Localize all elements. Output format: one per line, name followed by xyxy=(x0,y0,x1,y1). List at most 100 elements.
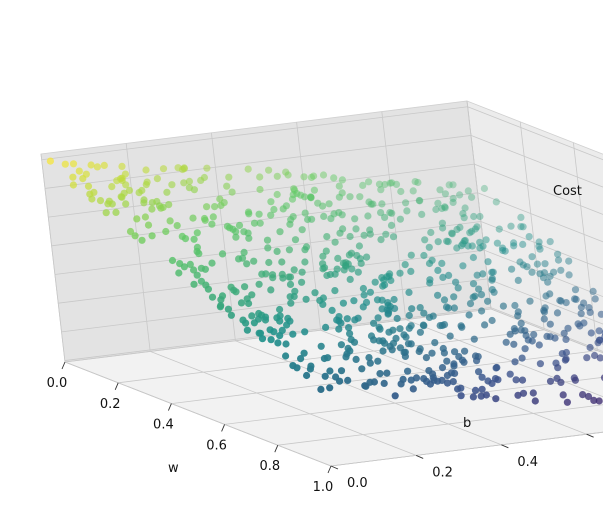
data-point-449 xyxy=(84,182,93,190)
data-point-760 xyxy=(407,376,415,384)
data-point-640 xyxy=(241,283,249,291)
data-point-690 xyxy=(514,391,522,399)
data-point-577 xyxy=(339,299,347,307)
data-point-261 xyxy=(452,278,460,286)
data-point-179 xyxy=(577,303,586,311)
data-point-745 xyxy=(289,330,297,338)
data-point-34 xyxy=(535,238,543,246)
data-point-646 xyxy=(190,266,198,274)
data-point-632 xyxy=(197,264,205,272)
data-point-144 xyxy=(469,253,477,262)
data-point-23 xyxy=(546,238,554,246)
data-point-16 xyxy=(461,204,469,212)
data-point-546 xyxy=(218,250,227,258)
data-point-775 xyxy=(320,354,328,363)
data-point-776 xyxy=(274,339,282,347)
data-point-465 xyxy=(323,271,331,280)
data-point-116 xyxy=(546,272,554,280)
data-point-93 xyxy=(265,166,273,174)
data-point-571 xyxy=(311,289,319,297)
data-point-672 xyxy=(232,288,240,296)
data-point-200 xyxy=(223,182,231,190)
data-point-585 xyxy=(126,227,135,236)
data-point-113 xyxy=(244,165,252,173)
data-point-160 xyxy=(225,173,233,181)
y-tick-mark-0 xyxy=(330,465,339,470)
data-point-660 xyxy=(193,271,201,279)
data-point-729 xyxy=(477,392,485,400)
data-point-100 xyxy=(377,209,385,217)
data-point-307 xyxy=(256,219,264,227)
data-point-349 xyxy=(235,221,244,229)
data-point-703 xyxy=(237,299,246,307)
data-point-671 xyxy=(370,336,378,344)
data-point-137 xyxy=(508,265,516,273)
data-point-310 xyxy=(345,251,353,259)
data-point-342 xyxy=(517,319,525,327)
data-point-789 xyxy=(362,382,370,390)
data-point-319 xyxy=(250,219,259,227)
data-point-53 xyxy=(471,225,479,233)
grid-side-z-7 xyxy=(41,106,468,161)
data-point-166 xyxy=(389,233,398,241)
data-point-565 xyxy=(359,303,367,311)
data-point-758 xyxy=(342,353,350,361)
data-point-2 xyxy=(464,187,472,195)
data-point-383 xyxy=(263,236,272,244)
data-point-404 xyxy=(232,228,240,236)
data-point-692 xyxy=(401,352,409,360)
data-point-127 xyxy=(571,286,580,294)
data-point-184 xyxy=(557,297,565,305)
data-point-41 xyxy=(432,205,440,214)
data-point-75 xyxy=(541,260,549,268)
data-point-470 xyxy=(561,356,570,364)
data-point-533 xyxy=(536,360,545,368)
data-point-376 xyxy=(348,265,356,273)
data-point-416 xyxy=(465,311,473,319)
data-point-327 xyxy=(322,247,330,255)
data-point-753 xyxy=(457,392,465,400)
data-point-477 xyxy=(510,340,518,348)
x-tick-mark-1 xyxy=(114,382,119,390)
data-point-777 xyxy=(300,349,308,357)
data-point-142 xyxy=(484,258,492,266)
data-point-448 xyxy=(535,341,543,349)
data-point-597 xyxy=(431,339,439,347)
data-point-62 xyxy=(466,229,474,237)
data-point-633 xyxy=(512,376,520,384)
data-point-754 xyxy=(227,311,235,319)
data-point-344 xyxy=(122,181,130,189)
data-point-556 xyxy=(384,310,392,318)
data-point-339 xyxy=(334,254,342,262)
data-point-85 xyxy=(367,200,375,208)
data-point-236 xyxy=(434,266,442,274)
data-point-367 xyxy=(543,332,551,340)
data-point-741 xyxy=(216,303,224,311)
data-point-567 xyxy=(511,358,519,366)
data-point-678 xyxy=(175,269,183,277)
data-point-31 xyxy=(459,210,467,218)
data-point-739 xyxy=(374,357,382,365)
data-point-317 xyxy=(163,188,171,196)
data-point-109 xyxy=(427,228,435,237)
data-point-262 xyxy=(576,322,584,330)
y-tick-mark-2 xyxy=(501,444,509,449)
data-point-768 xyxy=(255,329,263,337)
data-point-467 xyxy=(359,284,367,293)
data-point-722 xyxy=(301,328,309,336)
data-point-622 xyxy=(385,328,393,336)
grid-back-z-3 xyxy=(480,221,603,270)
data-point-444 xyxy=(506,330,514,338)
data-point-365 xyxy=(440,296,449,304)
data-point-790 xyxy=(344,376,352,384)
data-point-677 xyxy=(335,325,343,333)
data-point-711 xyxy=(449,378,457,386)
y-tick-2: 0.4 xyxy=(517,455,538,470)
data-point-320 xyxy=(203,203,211,211)
data-point-787 xyxy=(391,392,399,400)
data-point-785 xyxy=(282,352,290,360)
data-point-13 xyxy=(519,223,527,231)
data-point-151 xyxy=(338,211,346,219)
data-point-637 xyxy=(168,256,177,265)
data-point-781 xyxy=(337,367,346,375)
